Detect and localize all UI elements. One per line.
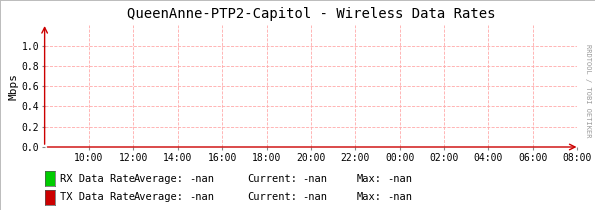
Text: Max:: Max: [357,173,382,184]
Text: Average:: Average: [134,192,184,202]
Text: -nan: -nan [189,173,214,184]
Text: Average:: Average: [134,173,184,184]
Title: QueenAnne-PTP2-Capitol - Wireless Data Rates: QueenAnne-PTP2-Capitol - Wireless Data R… [127,7,495,21]
Text: TX Data Rate: TX Data Rate [60,192,135,202]
Text: -nan: -nan [387,173,412,184]
Text: -nan: -nan [302,173,327,184]
Text: Current:: Current: [247,192,297,202]
Text: Current:: Current: [247,173,297,184]
Text: -nan: -nan [387,192,412,202]
Y-axis label: Mbps: Mbps [9,73,18,100]
Text: -nan: -nan [302,192,327,202]
Text: RRDTOOL / TOBI OETIKER: RRDTOOL / TOBI OETIKER [585,43,591,137]
Text: -nan: -nan [189,192,214,202]
Text: RX Data Rate: RX Data Rate [60,173,135,184]
Text: Max:: Max: [357,192,382,202]
